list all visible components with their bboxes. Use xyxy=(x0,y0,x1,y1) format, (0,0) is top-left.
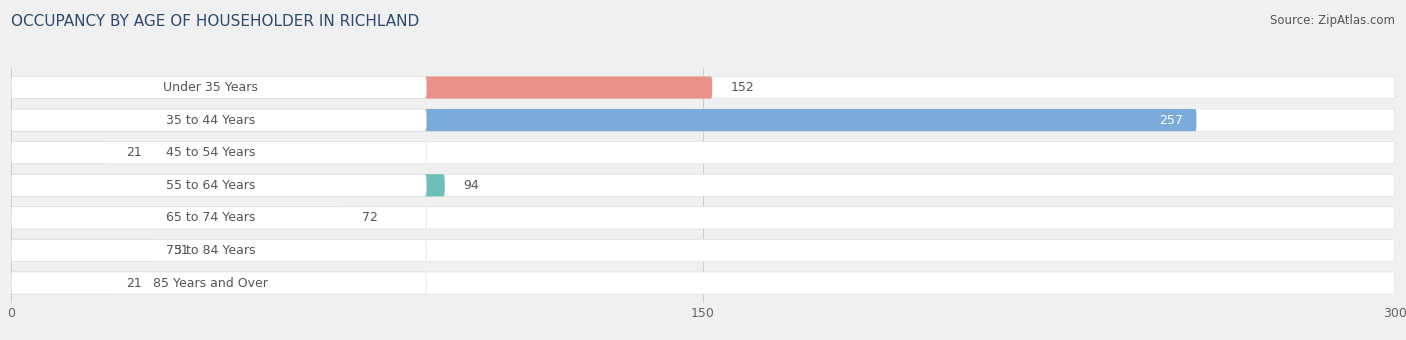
Text: 45 to 54 Years: 45 to 54 Years xyxy=(166,146,254,159)
FancyBboxPatch shape xyxy=(11,239,426,261)
Text: 75 to 84 Years: 75 to 84 Years xyxy=(166,244,256,257)
FancyBboxPatch shape xyxy=(11,207,1395,229)
FancyBboxPatch shape xyxy=(11,109,426,131)
Text: 152: 152 xyxy=(731,81,755,94)
FancyBboxPatch shape xyxy=(11,207,343,229)
FancyBboxPatch shape xyxy=(11,76,1395,99)
Text: 72: 72 xyxy=(361,211,378,224)
FancyBboxPatch shape xyxy=(11,272,426,294)
Text: 85 Years and Over: 85 Years and Over xyxy=(153,276,269,290)
FancyBboxPatch shape xyxy=(11,142,1395,164)
Text: 65 to 74 Years: 65 to 74 Years xyxy=(166,211,254,224)
Text: 31: 31 xyxy=(173,244,188,257)
FancyBboxPatch shape xyxy=(11,142,108,164)
FancyBboxPatch shape xyxy=(11,142,426,164)
Text: 21: 21 xyxy=(127,146,142,159)
FancyBboxPatch shape xyxy=(11,109,1395,131)
Text: 257: 257 xyxy=(1159,114,1182,126)
Text: Under 35 Years: Under 35 Years xyxy=(163,81,257,94)
FancyBboxPatch shape xyxy=(11,239,155,261)
FancyBboxPatch shape xyxy=(11,239,1395,261)
FancyBboxPatch shape xyxy=(11,174,444,197)
Text: OCCUPANCY BY AGE OF HOUSEHOLDER IN RICHLAND: OCCUPANCY BY AGE OF HOUSEHOLDER IN RICHL… xyxy=(11,14,419,29)
Text: 55 to 64 Years: 55 to 64 Years xyxy=(166,179,254,192)
Text: Source: ZipAtlas.com: Source: ZipAtlas.com xyxy=(1270,14,1395,27)
FancyBboxPatch shape xyxy=(11,174,426,197)
FancyBboxPatch shape xyxy=(11,272,1395,294)
FancyBboxPatch shape xyxy=(11,174,1395,197)
Text: 21: 21 xyxy=(127,276,142,290)
FancyBboxPatch shape xyxy=(11,76,426,99)
FancyBboxPatch shape xyxy=(11,109,1197,131)
Text: 94: 94 xyxy=(463,179,479,192)
FancyBboxPatch shape xyxy=(11,272,108,294)
FancyBboxPatch shape xyxy=(11,76,713,99)
Text: 35 to 44 Years: 35 to 44 Years xyxy=(166,114,254,126)
FancyBboxPatch shape xyxy=(11,207,426,229)
